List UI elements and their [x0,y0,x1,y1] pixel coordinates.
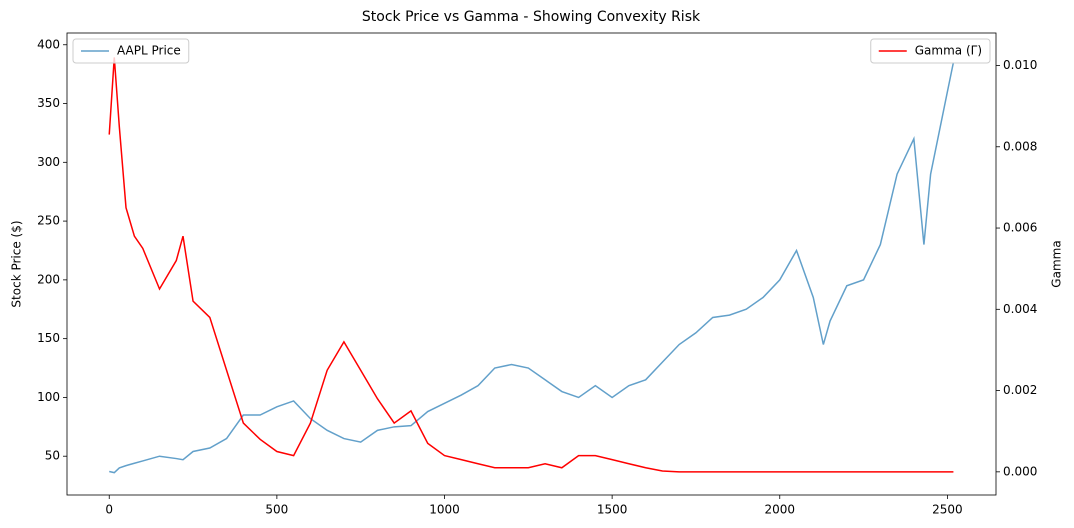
y2-tick-label: 0.002 [1003,383,1037,397]
y2-tick-label: 0.006 [1003,221,1037,235]
x-tick-label: 2000 [764,503,795,517]
x-tick-label: 1000 [429,503,460,517]
series-line [108,57,954,473]
legend-label: AAPL Price [117,44,181,58]
x-tick-label: 1500 [597,503,628,517]
y-tick-label: 50 [45,449,60,463]
series-line [109,62,955,474]
y2-tick-label: 0.004 [1003,302,1037,316]
y-tick-label: 400 [37,37,60,51]
y-axis-label: Stock Price ($) [10,220,24,307]
y2-axis-label: Gamma [1050,240,1064,287]
legend-box [72,38,190,64]
legend-box [870,38,991,64]
x-tick-label: 0 [105,503,113,517]
legend-label: Gamma (Γ) [915,44,982,58]
y2-tick-label: 0.000 [1003,464,1037,478]
y-tick-label: 100 [37,390,60,404]
plot-frame [66,32,997,496]
y-tick-label: 250 [37,214,60,228]
legend: Gamma (Γ) [870,38,991,64]
chart-title: Stock Price vs Gamma - Showing Convexity… [362,9,701,25]
y2-tick-label: 0.010 [1003,58,1037,72]
x-tick-label: 2500 [932,503,963,517]
y-tick-label: 150 [37,331,60,345]
legend: AAPL Price [72,38,190,64]
y-tick-label: 300 [37,155,60,169]
x-tick-label: 500 [265,503,288,517]
y-tick-label: 350 [37,96,60,110]
y-tick-label: 200 [37,272,60,286]
y2-tick-label: 0.008 [1003,139,1037,153]
